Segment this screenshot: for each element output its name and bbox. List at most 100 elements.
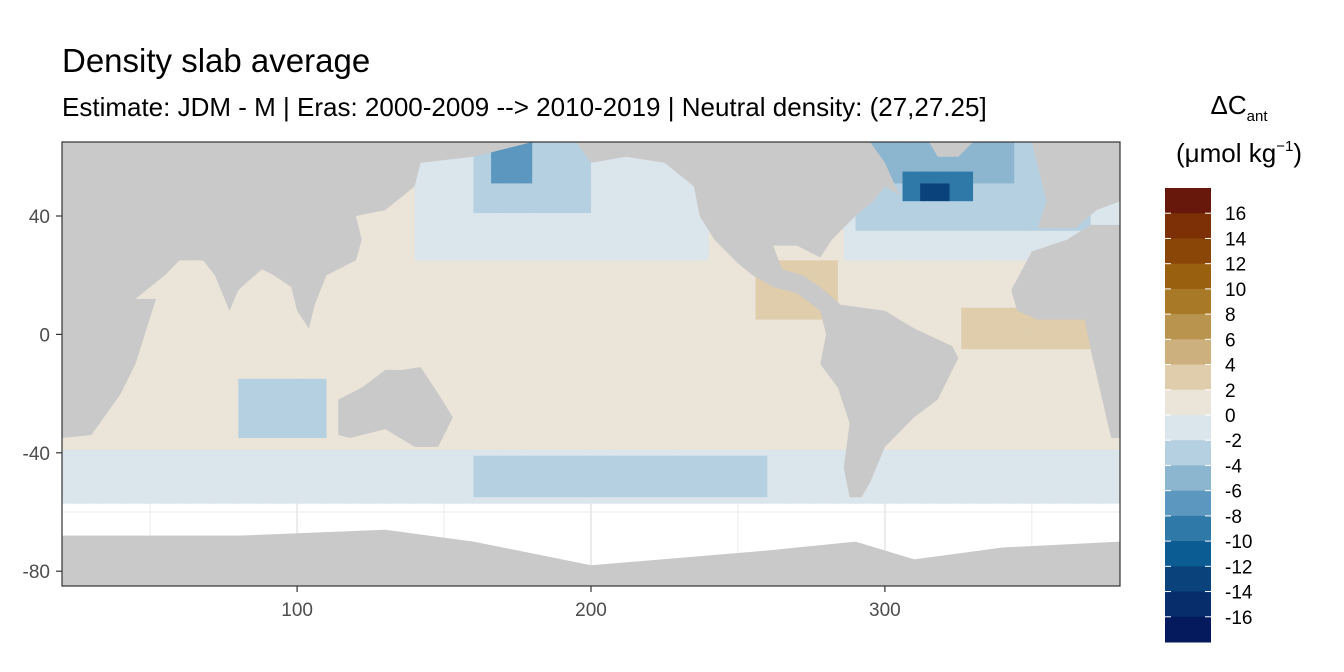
ocean-cell	[702, 242, 710, 250]
ocean-cell	[449, 230, 457, 238]
ocean-cell	[990, 147, 998, 155]
ocean-cell	[984, 177, 992, 185]
ocean-cell	[649, 248, 657, 256]
ocean-cell	[796, 295, 804, 303]
ocean-cell	[532, 142, 539, 149]
ocean-cell	[638, 213, 645, 220]
ocean-cell	[831, 266, 839, 273]
ocean-cell	[1002, 242, 1009, 250]
ocean-cell	[908, 290, 915, 297]
ocean-cell	[420, 290, 428, 297]
ocean-cell	[532, 254, 539, 261]
ocean-cell	[873, 266, 880, 273]
ocean-cell	[685, 272, 692, 279]
ocean-cell	[167, 301, 175, 309]
ocean-cell	[955, 153, 962, 161]
ocean-cell	[549, 272, 557, 279]
ocean-cell	[632, 207, 639, 214]
ocean-cell	[873, 236, 880, 244]
ocean-cell	[620, 218, 627, 226]
ocean-cell	[385, 284, 392, 291]
ocean-cell	[973, 295, 980, 303]
ocean-cell	[620, 272, 627, 279]
ocean-cell	[543, 266, 551, 273]
ocean-cell	[884, 159, 892, 167]
ocean-cell	[673, 290, 680, 297]
ocean-cell	[902, 159, 909, 167]
ocean-cell	[655, 284, 663, 291]
ocean-cell	[626, 272, 633, 279]
ocean-cell	[1002, 189, 1009, 196]
ocean-cell	[961, 284, 968, 291]
ocean-cell	[373, 266, 380, 273]
ocean-cell	[473, 242, 480, 250]
ocean-cell	[596, 183, 604, 190]
ocean-cell	[649, 183, 657, 190]
ocean-cell	[673, 236, 680, 244]
ocean-cell	[920, 213, 927, 220]
ocean-cell	[655, 301, 663, 309]
ocean-cell	[649, 213, 657, 220]
ocean-cell	[608, 195, 616, 202]
ocean-cell	[802, 266, 810, 273]
ocean-cell	[984, 165, 992, 173]
ocean-cell	[667, 254, 674, 261]
ocean-cell	[661, 189, 669, 196]
ocean-cell	[655, 295, 663, 303]
ocean-cell	[814, 272, 821, 279]
ocean-cell	[696, 242, 704, 250]
ocean-cell	[426, 224, 433, 232]
ocean-cell	[990, 266, 998, 273]
ocean-cell	[955, 230, 962, 238]
ocean-cell	[408, 207, 416, 214]
ocean-cell	[373, 213, 380, 220]
ocean-cell	[461, 224, 469, 232]
ocean-cell	[579, 207, 586, 214]
ocean-cell	[591, 236, 598, 244]
ocean-cell	[391, 260, 398, 267]
ocean-cell	[661, 201, 669, 208]
ocean-cell	[543, 177, 551, 185]
ocean-cell	[432, 266, 439, 273]
ocean-cell	[1031, 171, 1039, 179]
ocean-cell	[591, 201, 598, 208]
ocean-cell	[250, 278, 257, 285]
ocean-cell	[549, 260, 557, 267]
ocean-cell	[608, 171, 616, 179]
ocean-cell	[449, 284, 457, 291]
ocean-cell	[990, 254, 998, 261]
ocean-cell	[1031, 213, 1039, 220]
ocean-cell	[1008, 142, 1015, 149]
ocean-cell	[238, 301, 245, 309]
ocean-cell	[608, 177, 616, 185]
ocean-cell	[826, 266, 833, 273]
ocean-cell	[667, 183, 674, 190]
ocean-cell	[626, 165, 633, 173]
ocean-cell	[485, 207, 492, 214]
ocean-cell	[367, 242, 375, 250]
ocean-cell	[561, 254, 569, 261]
ocean-cell	[579, 201, 586, 208]
ocean-cell	[867, 260, 874, 267]
ocean-cell	[379, 254, 386, 261]
ocean-cell	[608, 230, 616, 238]
ocean-cell	[902, 207, 909, 214]
ocean-cell	[720, 260, 727, 267]
ocean-cell	[661, 301, 669, 309]
ocean-cell	[449, 189, 457, 196]
ocean-cell	[996, 207, 1004, 214]
ocean-cell	[902, 189, 909, 196]
ocean-cell	[444, 248, 451, 256]
ocean-cell	[614, 195, 621, 202]
ocean-cell	[943, 230, 951, 238]
ocean-cell	[602, 177, 610, 185]
ocean-cell	[496, 159, 504, 167]
ocean-cell	[667, 189, 674, 196]
ocean-cell	[538, 266, 545, 273]
ocean-cell	[567, 218, 574, 226]
ocean-cell	[373, 301, 380, 309]
ocean-cell	[508, 254, 516, 261]
ocean-cell	[579, 213, 586, 220]
ocean-cell	[514, 278, 522, 285]
ocean-cell	[814, 254, 821, 261]
